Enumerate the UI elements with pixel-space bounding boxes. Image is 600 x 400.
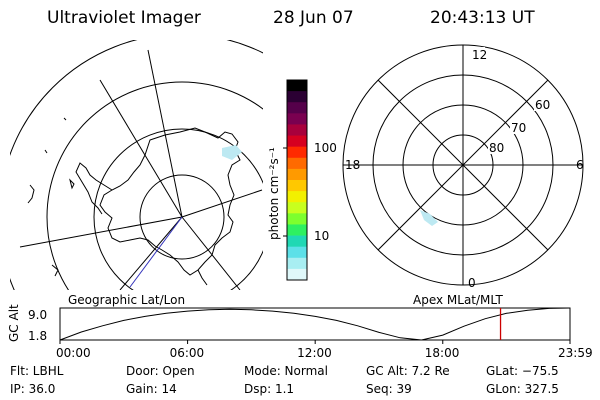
- colorbar-swatch: [287, 168, 307, 181]
- colorbar-swatch: [287, 124, 307, 137]
- colorbar-tick-label-100: 100: [314, 141, 337, 155]
- x-tick-label: 00:00: [56, 346, 91, 360]
- colorbar-swatch: [287, 80, 307, 92]
- y-axis-label: GC Alt: [7, 304, 21, 342]
- latitude-circle-outer: [46, 81, 263, 290]
- chart-frame: [59, 307, 571, 341]
- x-tick-label: 06:00: [170, 346, 205, 360]
- colorbar-swatch: [287, 268, 307, 281]
- colorbar-swatch: [287, 113, 307, 125]
- colorbar-swatch: [287, 224, 307, 237]
- mlt-label-18: 18: [345, 158, 360, 172]
- satellite-track: [129, 216, 183, 288]
- colorbar: [287, 80, 307, 281]
- latitude-circle-middle: [93, 128, 263, 290]
- time-label: 20:43:13 UT: [430, 8, 535, 28]
- island-outlines: [27, 117, 208, 286]
- colorbar-swatch: [287, 202, 307, 214]
- series-line-gc-alt: [59, 307, 571, 341]
- colorbar-tick-label-10: 10: [314, 229, 329, 243]
- colorbar-frame: [286, 79, 308, 281]
- aurora-patch: [420, 210, 438, 226]
- mlat-label-80: 80: [489, 141, 504, 155]
- orbit-altitude-chart: GC Alt 9.0 1.8 00:00 06:00 12:00 18:00 23:59: [7, 304, 593, 360]
- mlat-label-60: 60: [535, 98, 550, 112]
- antarctic-peninsula: [75, 162, 113, 215]
- colorbar-swatch: [287, 191, 307, 203]
- meridian-line: [19, 216, 183, 248]
- colorbar-swatch: [287, 102, 307, 114]
- meridian-line: [99, 79, 183, 218]
- colorbar-swatch: [287, 91, 307, 103]
- mode-readout: Mode: Normal: [244, 364, 328, 378]
- aurora-patch: [222, 145, 242, 160]
- colorbar-swatch: [287, 180, 307, 192]
- colorbar-swatch: [287, 157, 307, 170]
- mlat-label-70: 70: [511, 121, 526, 135]
- mlat-mlt-dial: [342, 44, 584, 286]
- gain-readout: Gain: 14: [126, 382, 177, 396]
- antarctica-coastline: [99, 127, 241, 276]
- filter-readout: Flt: LBHL: [10, 364, 64, 378]
- gc-alt-readout: GC Alt: 7.2 Re: [366, 364, 450, 378]
- instrument-title: Ultraviolet Imager: [47, 8, 201, 28]
- meridian-line: [119, 216, 183, 290]
- mlt-label-12: 12: [472, 48, 487, 62]
- mlt-label-6: 6: [576, 158, 584, 172]
- colorbar-unit-label: photon cm⁻²s⁻¹: [267, 147, 281, 240]
- x-tick-label: 23:59: [558, 346, 593, 360]
- y-tick-label-9.0: 9.0: [28, 308, 47, 322]
- meridian-line: [181, 216, 241, 290]
- mlt-line-diagonal: [377, 79, 549, 251]
- colorbar-swatch: [287, 146, 307, 159]
- latitude-circle-inner: [139, 174, 225, 260]
- mlt-label-0: 0: [468, 276, 476, 290]
- geographic-map: [10, 40, 263, 290]
- glon-readout: GLon: 327.5: [486, 382, 559, 396]
- meridian-line: [181, 189, 263, 218]
- colorbar-swatch: [287, 257, 307, 270]
- x-tick-label: 18:00: [425, 346, 460, 360]
- date-label: 28 Jun 07: [273, 8, 354, 28]
- colorbar-swatch: [287, 213, 307, 225]
- meridian-line: [147, 49, 183, 218]
- glat-readout: GLat: −75.5: [486, 364, 559, 378]
- seq-readout: Seq: 39: [366, 382, 412, 396]
- y-tick-label-1.8: 1.8: [28, 329, 47, 343]
- door-readout: Door: Open: [126, 364, 195, 378]
- dsp-readout: Dsp: 1.1: [244, 382, 295, 396]
- geographic-panel-label: Geographic Lat/Lon: [68, 293, 185, 307]
- magnetic-panel-label: Apex MLat/MLT: [413, 293, 503, 307]
- ip-readout: IP: 36.0: [10, 382, 56, 396]
- colorbar-swatch: [287, 235, 307, 248]
- colorbar-swatch: [287, 246, 307, 259]
- colorbar-swatch: [287, 135, 307, 148]
- x-tick-label: 12:00: [297, 346, 332, 360]
